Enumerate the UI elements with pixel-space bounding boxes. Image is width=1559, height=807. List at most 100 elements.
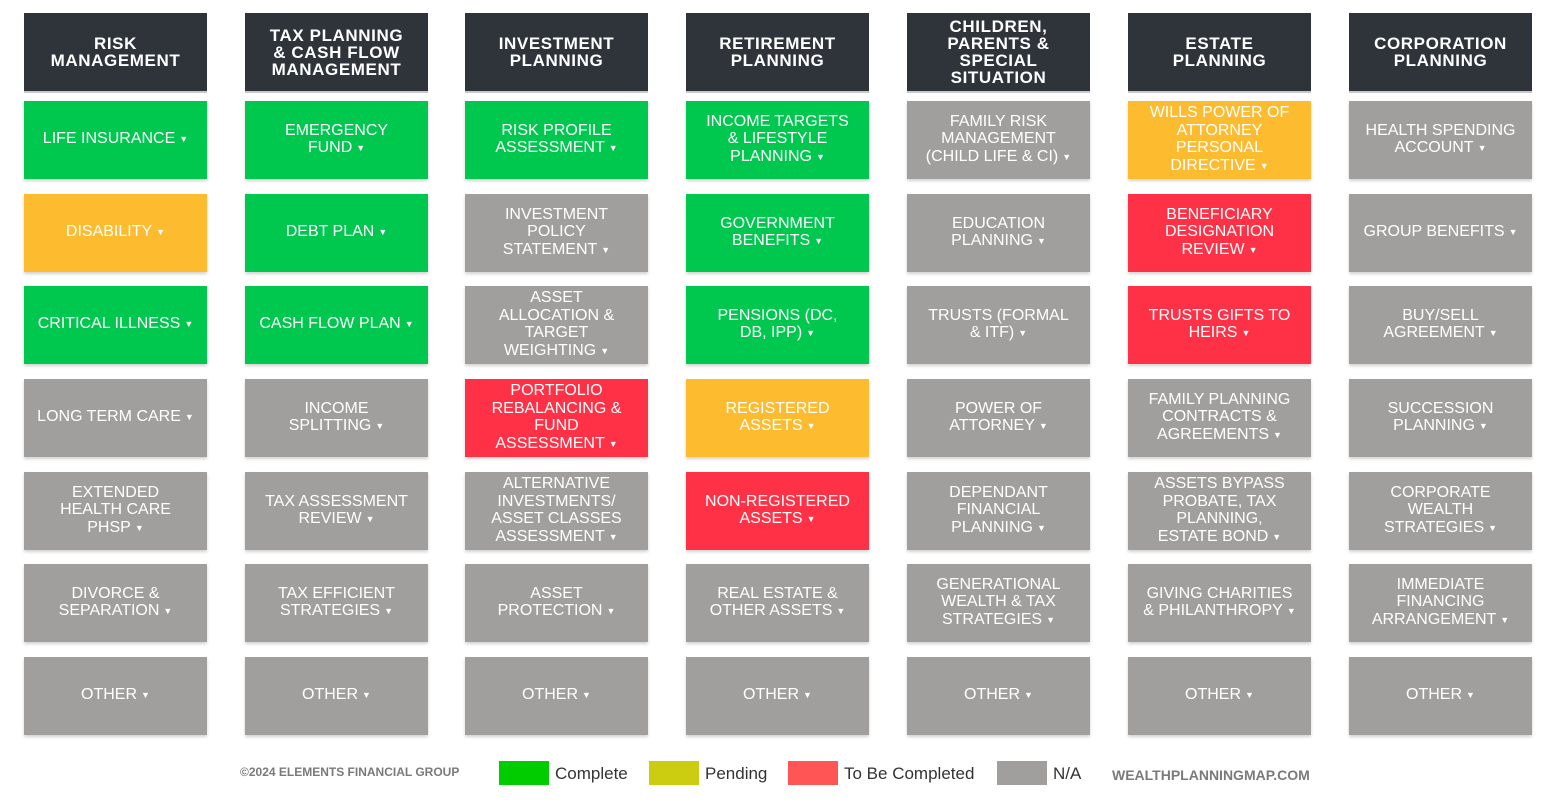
tile-label-wrap: HEALTH SPENDING ACCOUNT ▼ [1366,122,1516,159]
tile-label-wrap: NON-REGISTERED ASSETS ▼ [705,493,850,530]
caret-down-icon: ▼ [1046,614,1056,625]
planning-dropdown-tile[interactable]: OTHER ▼ [24,657,207,735]
planning-dropdown-tile[interactable]: TRUSTS GIFTS TO HEIRS ▼ [1128,286,1311,364]
planning-dropdown-tile[interactable]: CASH FLOW PLAN ▼ [245,286,428,364]
tile-label-wrap: REAL ESTATE & OTHER ASSETS ▼ [710,585,846,622]
legend-swatch-complete [499,761,549,785]
planning-dropdown-tile[interactable]: GIVING CHARITIES & PHILANTHROPY ▼ [1128,564,1311,642]
planning-dropdown-tile[interactable]: DISABILITY ▼ [24,194,207,272]
tile-label: CASH FLOW PLAN [259,315,401,333]
tile-label-wrap: PENSIONS (DC, DB, IPP) ▼ [717,307,837,344]
tile-label-wrap: OTHER ▼ [1406,686,1475,706]
planning-dropdown-tile[interactable]: TAX EFFICIENT STRATEGIES ▼ [245,564,428,642]
planning-dropdown-tile[interactable]: DEPENDANT FINANCIAL PLANNING ▼ [907,472,1090,550]
tile-label-wrap: TAX ASSESSMENT REVIEW ▼ [265,493,408,530]
caret-down-icon: ▼ [608,531,618,542]
planning-dropdown-tile[interactable]: TRUSTS (FORMAL & ITF) ▼ [907,286,1090,364]
tile-label: REAL ESTATE & OTHER ASSETS [709,584,838,620]
tile-label-wrap: INVESTMENT POLICY STATEMENT ▼ [503,206,610,261]
planning-dropdown-tile[interactable]: REGISTERED ASSETS ▼ [686,379,869,457]
legend-label-na: N/A [1053,764,1082,783]
caret-down-icon: ▼ [600,345,610,356]
planning-dropdown-tile[interactable]: OTHER ▼ [1349,657,1532,735]
planning-dropdown-tile[interactable]: HEALTH SPENDING ACCOUNT ▼ [1349,101,1532,179]
planning-dropdown-tile[interactable]: GOVERNMENT BENEFITS ▼ [686,194,869,272]
tile-label-wrap: LIFE INSURANCE ▼ [43,130,188,150]
legend-swatch-pending [649,761,699,785]
planning-dropdown-tile[interactable]: OTHER ▼ [907,657,1090,735]
planning-dropdown-tile[interactable]: EDUCATION PLANNING ▼ [907,194,1090,272]
tile-label: DIVORCE & SEPARATION [58,584,160,620]
tile-label: NON-REGISTERED ASSETS [705,492,850,528]
planning-dropdown-tile[interactable]: OTHER ▼ [465,657,648,735]
planning-dropdown-tile[interactable]: DIVORCE & SEPARATION ▼ [24,564,207,642]
planning-dropdown-tile[interactable]: LIFE INSURANCE ▼ [24,101,207,179]
column-3: RETIREMENT PLANNING INCOME TARGETS & LIFE… [686,13,869,735]
planning-dropdown-tile[interactable]: INCOME TARGETS & LIFESTYLE PLANNING ▼ [686,101,869,179]
planning-dropdown-tile[interactable]: FAMILY PLANNING CONTRACTS & AGREEMENTS ▼ [1128,379,1311,457]
tile-label: DEBT PLAN [285,223,375,241]
planning-dropdown-tile[interactable]: TAX ASSESSMENT REVIEW ▼ [245,472,428,550]
planning-dropdown-tile[interactable]: RISK PROFILE ASSESSMENT ▼ [465,101,648,179]
planning-dropdown-tile[interactable]: INVESTMENT POLICY STATEMENT ▼ [465,194,648,272]
tile-label: OTHER [81,686,138,704]
tile-label-wrap: INCOME TARGETS & LIFESTYLE PLANNING ▼ [706,113,849,168]
tile-label: TAX EFFICIENT STRATEGIES [277,584,396,620]
column-2: INVESTMENT PLANNING RISK PROFILE ASSESSME… [465,13,648,735]
tile-label: DISABILITY [65,223,153,241]
footer: ©2024 ELEMENTS FINANCIAL GROUP Complete … [0,755,1559,795]
planning-dropdown-tile[interactable]: BUY/SELL AGREEMENT ▼ [1349,286,1532,364]
caret-down-icon: ▼ [184,319,194,330]
planning-dropdown-tile[interactable]: ALTERNATIVE INVESTMENTS/ ASSET CLASSES A… [465,472,648,550]
planning-dropdown-tile[interactable]: POWER OF ATTORNEY ▼ [907,379,1090,457]
planning-dropdown-tile[interactable]: CORPORATE WEALTH STRATEGIES ▼ [1349,472,1532,550]
tile-label-wrap: CASH FLOW PLAN ▼ [259,315,413,335]
planning-dropdown-tile[interactable]: OTHER ▼ [1128,657,1311,735]
planning-dropdown-tile[interactable]: IMMEDIATE FINANCING ARRANGEMENT ▼ [1349,564,1532,642]
planning-dropdown-tile[interactable]: EMERGENCY FUND ▼ [245,101,428,179]
tile-label-wrap: REGISTERED ASSETS ▼ [725,400,829,437]
tile-label: TRUSTS (FORMAL & ITF) [928,306,1069,342]
tile-label-wrap: BENEFICIARY DESIGNATION REVIEW ▼ [1165,206,1274,261]
planning-dropdown-tile[interactable]: ASSETS BYPASS PROBATE, TAX PLANNING, EST… [1128,472,1311,550]
caret-down-icon: ▼ [815,151,825,162]
caret-down-icon: ▼ [378,227,388,238]
tile-label: OTHER [1406,686,1463,704]
column-header: INVESTMENT PLANNING [465,13,648,93]
planning-dropdown-tile[interactable]: LONG TERM CARE ▼ [24,379,207,457]
planning-dropdown-tile[interactable]: REAL ESTATE & OTHER ASSETS ▼ [686,564,869,642]
planning-dropdown-tile[interactable]: OTHER ▼ [686,657,869,735]
planning-dropdown-tile[interactable]: BENEFICIARY DESIGNATION REVIEW ▼ [1128,194,1311,272]
tile-label: OTHER [1185,686,1242,704]
website-link[interactable]: WEALTHPLANNINGMAP.COM [1112,767,1310,783]
planning-dropdown-tile[interactable]: NON-REGISTERED ASSETS ▼ [686,472,869,550]
planning-dropdown-tile[interactable]: ASSET PROTECTION ▼ [465,564,648,642]
caret-down-icon: ▼ [1500,614,1510,625]
caret-down-icon: ▼ [1259,160,1269,171]
planning-dropdown-tile[interactable]: GROUP BENEFITS ▼ [1349,194,1532,272]
planning-dropdown-tile[interactable]: WILLS POWER OF ATTORNEY PERSONAL DIRECTI… [1128,101,1311,179]
tile-label-wrap: OTHER ▼ [743,686,812,706]
caret-down-icon: ▼ [365,514,375,524]
tile-label: LIFE INSURANCE [42,130,176,148]
planning-dropdown-tile[interactable]: PENSIONS (DC, DB, IPP) ▼ [686,286,869,364]
caret-down-icon: ▼ [1272,531,1282,542]
planning-dropdown-tile[interactable]: INCOME SPLITTING ▼ [245,379,428,457]
caret-down-icon: ▼ [608,438,618,449]
planning-dropdown-tile[interactable]: FAMILY RISK MANAGEMENT (CHILD LIFE & CI)… [907,101,1090,179]
legend-label-to-be-completed: To Be Completed [844,764,975,783]
planning-dropdown-tile[interactable]: CRITICAL ILLNESS ▼ [24,286,207,364]
planning-dropdown-tile[interactable]: OTHER ▼ [245,657,428,735]
column-header-title: INVESTMENT PLANNING [498,34,615,70]
planning-dropdown-tile[interactable]: GENERATIONAL WEALTH & TAX STRATEGIES ▼ [907,564,1090,642]
column-header-title: CORPORATION PLANNING [1374,34,1507,70]
tile-label: INVESTMENT POLICY STATEMENT [502,205,609,258]
planning-dropdown-tile[interactable]: PORTFOLIO REBALANCING & FUND ASSESSMENT ▼ [465,379,648,457]
planning-dropdown-tile[interactable]: EXTENDED HEALTH CARE PHSP ▼ [24,472,207,550]
planning-dropdown-tile[interactable]: ASSET ALLOCATION & TARGET WEIGHTING ▼ [465,286,648,364]
tile-label-wrap: CRITICAL ILLNESS ▼ [38,315,193,335]
planning-dropdown-tile[interactable]: SUCCESSION PLANNING ▼ [1349,379,1532,457]
tile-label: OTHER [302,686,359,704]
planning-dropdown-tile[interactable]: DEBT PLAN ▼ [245,194,428,272]
legend-label-complete: Complete [555,764,628,783]
